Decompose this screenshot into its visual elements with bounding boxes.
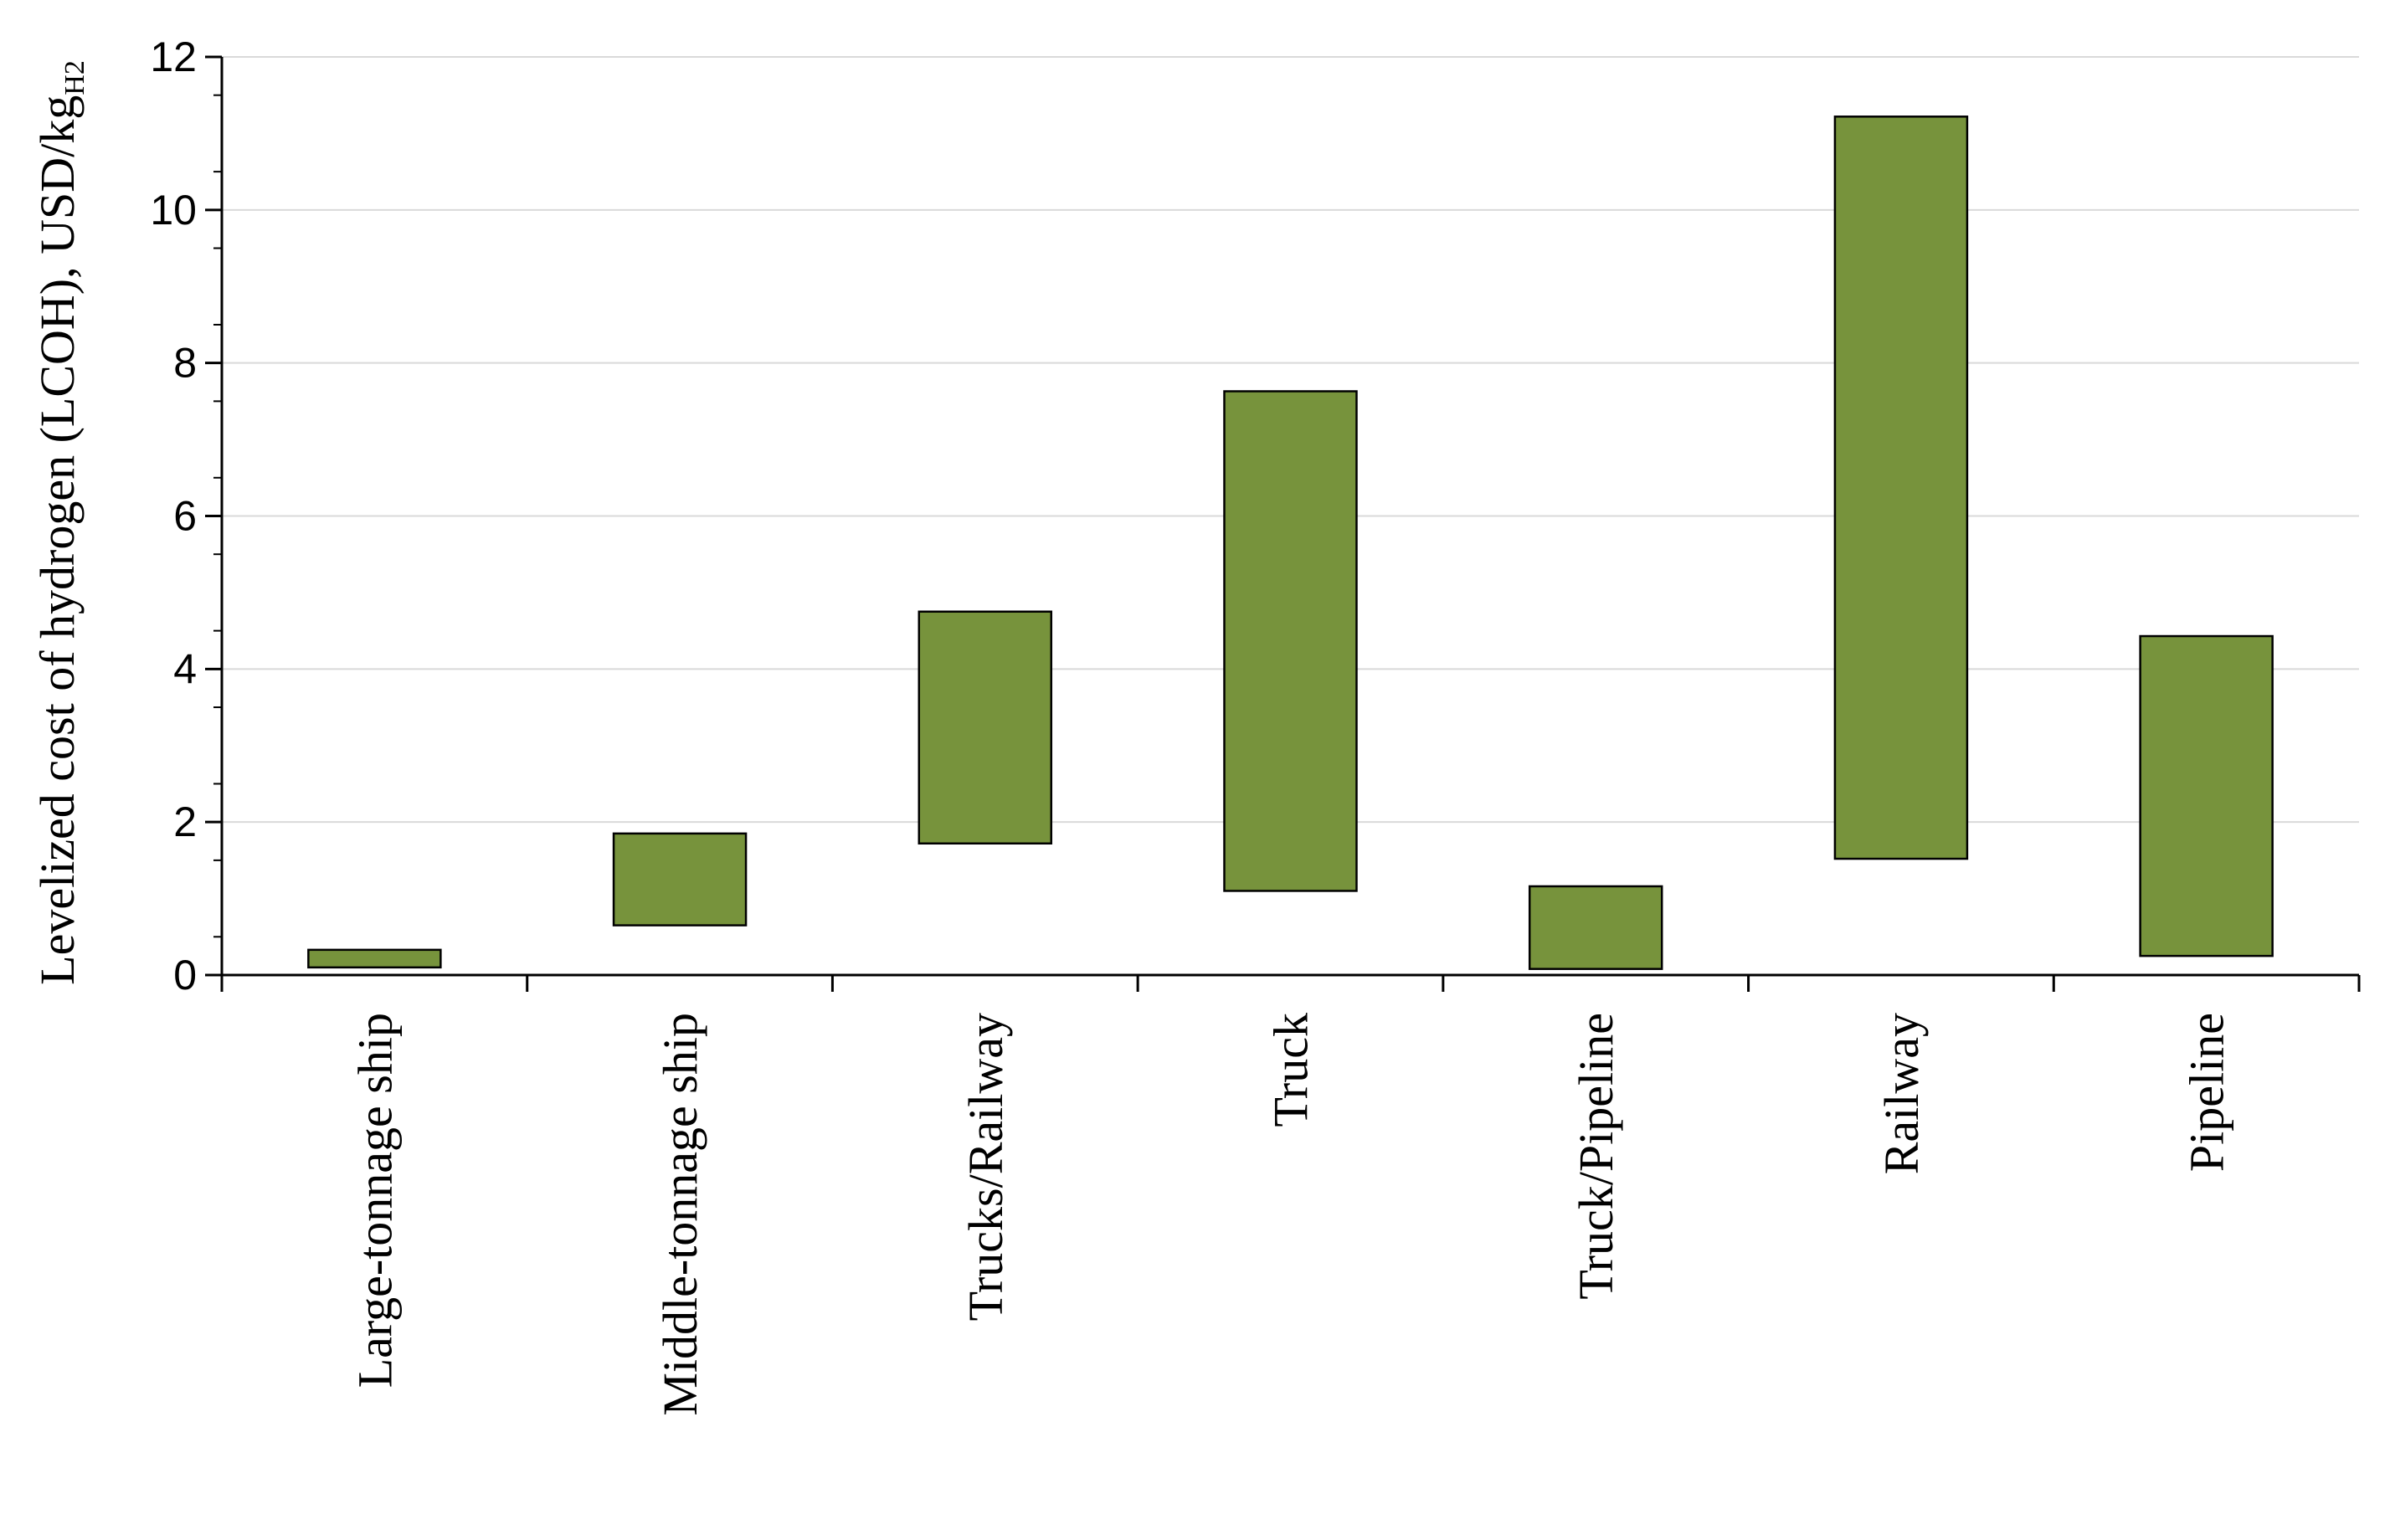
y-tick-label: 4 <box>173 645 197 692</box>
y-tick-label: 6 <box>173 493 197 540</box>
y-axis-title-text: Levelized cost of hydrogen (LCOH), USD/k… <box>30 95 85 985</box>
x-category-label: Pipeline <box>2180 1013 2234 1172</box>
x-category-label: Truck/Pipeline <box>1569 1013 1623 1300</box>
x-category-label: Large-tonnage ship <box>347 1013 402 1388</box>
bar-4 <box>1223 390 1358 892</box>
bar-5 <box>1528 885 1663 970</box>
bar-1 <box>307 948 442 969</box>
x-category-label: Railway <box>1874 1013 1929 1174</box>
bars <box>307 116 2274 970</box>
bar-3 <box>917 610 1053 845</box>
y-axis-title: Levelized cost of hydrogen (LCOH), USD/k… <box>30 60 90 985</box>
bar-6 <box>1833 116 1969 860</box>
x-category-label: Truck <box>1264 1013 1318 1127</box>
x-category-label: Trucks/Railway <box>959 1013 1013 1321</box>
y-tick-label: 10 <box>150 187 197 234</box>
bar-7 <box>2139 634 2274 957</box>
y-axis-title-subscript: H2 <box>59 60 90 95</box>
y-tick-label: 2 <box>173 798 197 845</box>
bar-2 <box>612 832 748 927</box>
y-tick-label: 12 <box>150 33 197 80</box>
labels: 0 2 4 6 8 10 12 Large-tonnage ship Middle-tonnag… <box>30 33 2234 1416</box>
axes <box>205 55 2361 992</box>
x-category-label: Middle-tonnage ship <box>653 1013 707 1416</box>
y-tick-label: 8 <box>173 340 197 387</box>
y-tick-label: 0 <box>173 952 197 998</box>
